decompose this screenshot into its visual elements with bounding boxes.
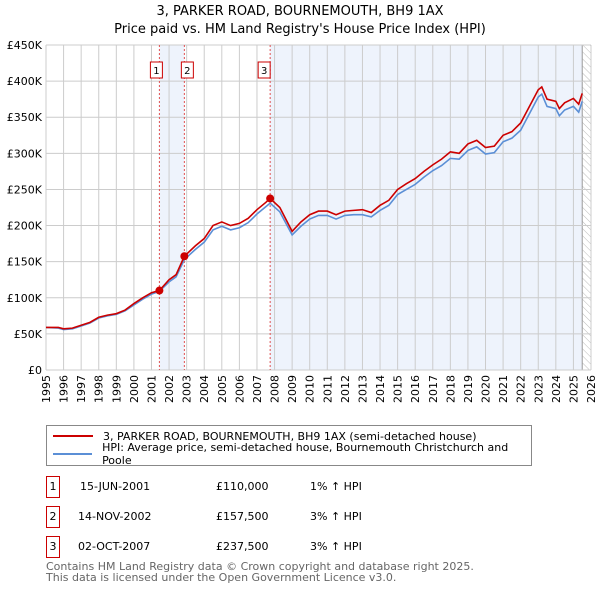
- x-tick-label: 2025: [567, 375, 580, 403]
- sale-label-box: [149, 61, 163, 79]
- footer-licence: This data is licensed under the Open Gov…: [46, 571, 397, 584]
- shaded-region: [270, 45, 583, 370]
- transaction-date: 15-JUN-2001: [80, 480, 151, 493]
- shaded-region: [159, 45, 185, 370]
- transaction-hpi: 3% ↑ HPI: [310, 510, 362, 523]
- legend-swatch-property: [53, 435, 93, 437]
- y-tick-label: £450K: [7, 39, 43, 52]
- sale-point: [155, 286, 164, 295]
- transaction-price: £110,000: [216, 480, 269, 493]
- x-tick-label: 2000: [128, 375, 141, 403]
- legend-item-hpi: HPI: Average price, semi-detached house,…: [53, 441, 531, 467]
- price-paid-line: [46, 85, 583, 330]
- x-tick-label: 2014: [374, 375, 387, 403]
- x-tick-label: 2006: [233, 375, 246, 403]
- x-tick-label: 2002: [163, 375, 176, 403]
- legend-label-property: 3, PARKER ROAD, BOURNEMOUTH, BH9 1AX (se…: [103, 429, 477, 443]
- transaction-date: 02-OCT-2007: [78, 540, 151, 553]
- x-tick-label: 2018: [444, 375, 457, 403]
- sale-point: [266, 194, 275, 203]
- x-tick-label: 2005: [216, 375, 229, 403]
- x-tick-label: 2007: [251, 375, 264, 403]
- x-tick-label: 2022: [515, 375, 528, 403]
- sale-point: [180, 252, 189, 261]
- x-tick-label: 1999: [110, 375, 123, 403]
- hpi-line: [45, 92, 583, 331]
- x-tick-label: 2008: [269, 375, 282, 403]
- transaction-hpi: 1% ↑ HPI: [310, 480, 362, 493]
- x-tick-label: 2010: [304, 375, 317, 403]
- sale-label: 3: [261, 66, 267, 77]
- x-tick-label: 2021: [497, 375, 510, 403]
- x-tick-label: 2013: [356, 375, 369, 403]
- x-tick-label: 2023: [532, 375, 545, 403]
- transaction-hpi: 3% ↑ HPI: [310, 540, 362, 553]
- y-tick-label: £300K: [7, 147, 43, 160]
- sale-label-box: [257, 61, 271, 79]
- forecast-hatch-region: [582, 45, 591, 370]
- sale-label-box: [180, 61, 194, 79]
- x-tick-label: 2012: [339, 375, 352, 403]
- legend-swatch-hpi: [53, 453, 93, 455]
- y-tick-label: £0: [28, 364, 42, 377]
- transaction-number: 3: [46, 536, 60, 558]
- chart-subtitle: Price paid vs. HM Land Registry's House …: [114, 22, 486, 37]
- legend-label-hpi: HPI: Average price, semi-detached house,…: [102, 441, 509, 467]
- x-tick-label: 2004: [198, 375, 211, 403]
- transaction-price: £237,500: [216, 540, 269, 553]
- x-tick-label: 2016: [409, 375, 422, 403]
- sale-label: 1: [153, 66, 159, 77]
- y-tick-label: £150K: [7, 256, 43, 269]
- transaction-number: 1: [46, 476, 60, 498]
- x-tick-label: 2026: [585, 375, 598, 403]
- y-tick-label: £400K: [7, 75, 43, 88]
- sale-label: 2: [184, 66, 190, 77]
- y-tick-label: £200K: [7, 220, 43, 233]
- x-tick-label: 2015: [392, 375, 405, 403]
- x-tick-label: 2020: [480, 375, 493, 403]
- transaction-number: 2: [46, 506, 60, 528]
- x-tick-label: 2009: [286, 375, 299, 403]
- x-tick-label: 1997: [75, 375, 88, 403]
- x-tick-label: 1998: [93, 375, 106, 403]
- x-tick-label: 1995: [40, 375, 53, 403]
- transaction-price: £157,500: [216, 510, 269, 523]
- x-tick-label: 1996: [58, 375, 71, 403]
- y-tick-label: £50K: [14, 328, 43, 341]
- y-tick-label: £250K: [7, 183, 43, 196]
- footer-copyright: Contains HM Land Registry data © Crown c…: [46, 560, 474, 573]
- y-tick-label: £350K: [7, 111, 43, 124]
- legend: 3, PARKER ROAD, BOURNEMOUTH, BH9 1AX (se…: [46, 425, 532, 467]
- x-tick-label: 2001: [145, 375, 158, 403]
- x-tick-label: 2017: [427, 375, 440, 403]
- legend-item-property: 3, PARKER ROAD, BOURNEMOUTH, BH9 1AX (se…: [53, 427, 477, 445]
- chart-title: 3, PARKER ROAD, BOURNEMOUTH, BH9 1AX: [156, 4, 444, 19]
- x-tick-label: 2003: [181, 375, 194, 403]
- transaction-date: 14-NOV-2002: [78, 510, 152, 523]
- price-chart: 1995 1996 1997 1998 1999 2000 2001 2002 2003 2004…: [7, 39, 598, 403]
- y-tick-label: £100K: [7, 292, 43, 305]
- x-tick-label: 2011: [321, 375, 334, 403]
- x-tick-label: 2024: [550, 375, 563, 403]
- x-tick-label: 2019: [462, 375, 475, 403]
